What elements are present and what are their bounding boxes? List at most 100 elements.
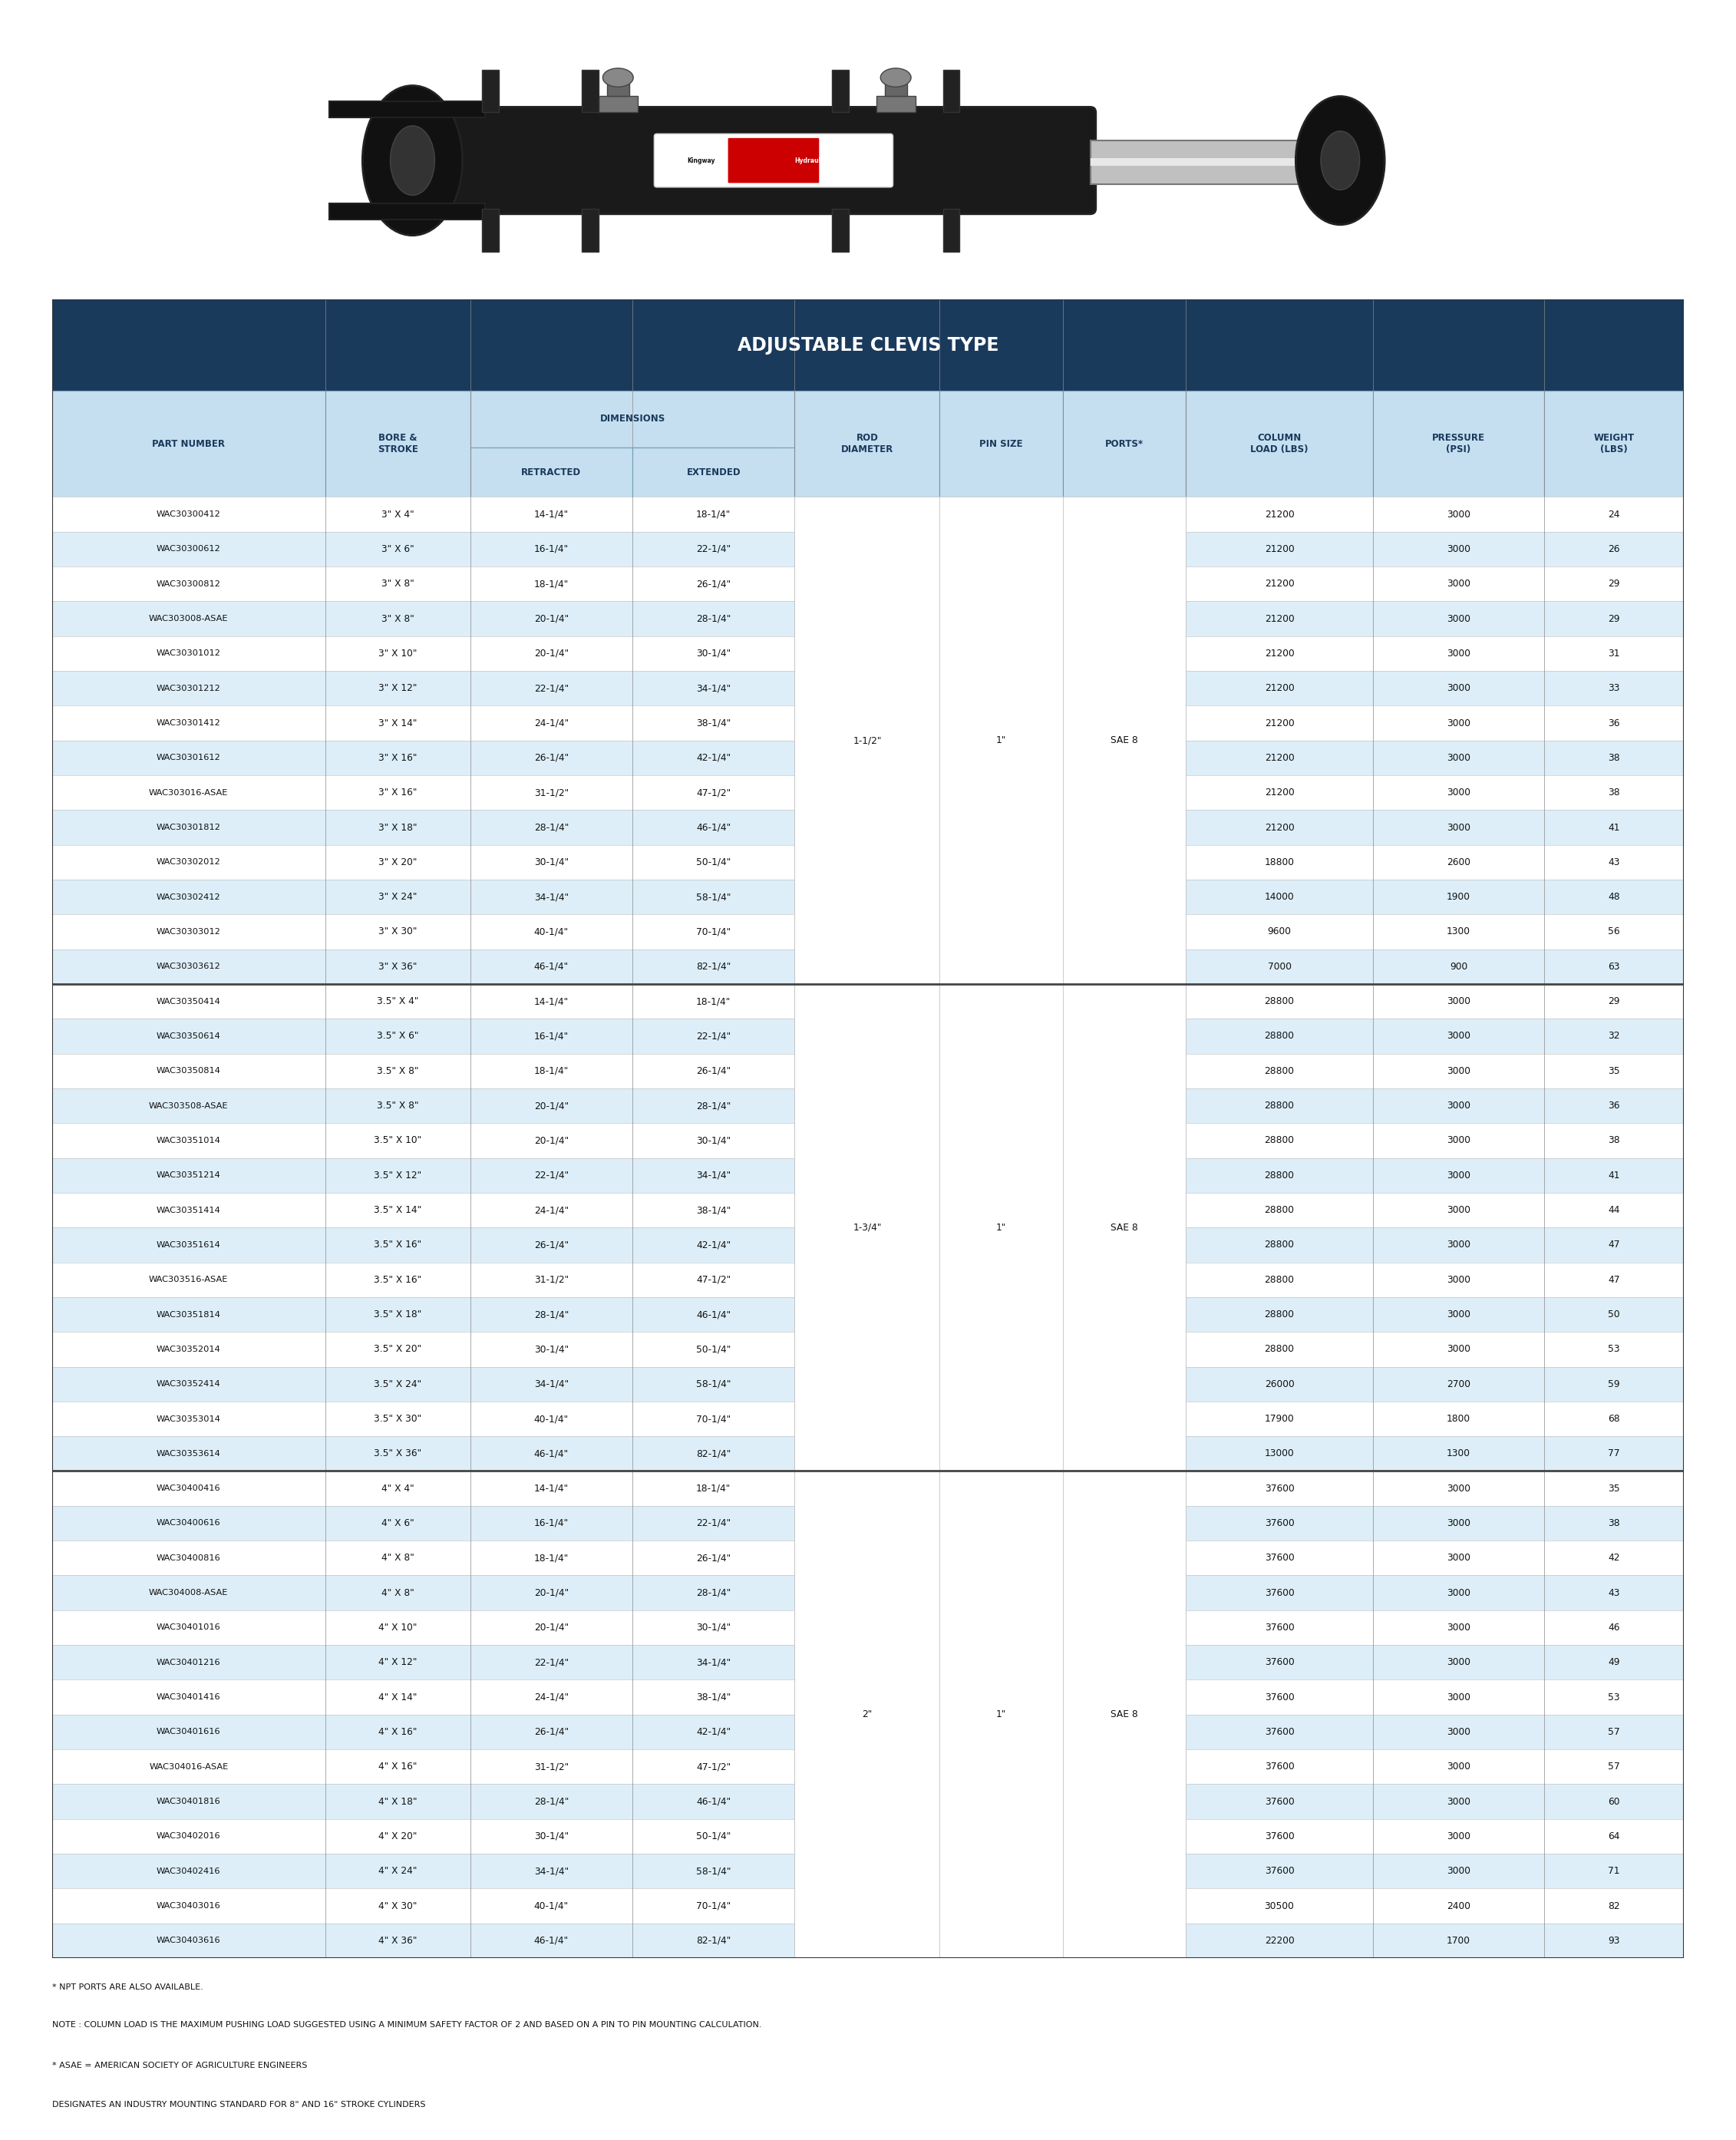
Text: 21200: 21200 — [1264, 753, 1295, 762]
Text: Kingway: Kingway — [687, 156, 715, 165]
Text: WAC30350414: WAC30350414 — [156, 997, 220, 1006]
Text: 4" X 8": 4" X 8" — [382, 1588, 415, 1599]
Text: 34-1/4": 34-1/4" — [696, 1171, 731, 1181]
Text: 37600: 37600 — [1264, 1483, 1295, 1494]
Text: 3.5" X 24": 3.5" X 24" — [373, 1378, 422, 1389]
Text: 47-1/2": 47-1/2" — [696, 1275, 731, 1284]
Text: 22-1/4": 22-1/4" — [535, 683, 569, 693]
Text: 77: 77 — [1608, 1449, 1620, 1459]
Text: 21200: 21200 — [1264, 580, 1295, 588]
Text: 30-1/4": 30-1/4" — [535, 858, 569, 867]
Text: * ASAE = AMERICAN SOCIETY OF AGRICULTURE ENGINEERS: * ASAE = AMERICAN SOCIETY OF AGRICULTURE… — [52, 2061, 307, 2069]
Text: 3" X 16": 3" X 16" — [378, 753, 417, 762]
Text: DESIGNATES AN INDUSTRY MOUNTING STANDARD FOR 8" AND 16" STROKE CYLINDERS: DESIGNATES AN INDUSTRY MOUNTING STANDARD… — [52, 2101, 425, 2108]
Text: 59: 59 — [1608, 1378, 1620, 1389]
Text: 20-1/4": 20-1/4" — [535, 648, 569, 659]
Text: 47-1/2": 47-1/2" — [696, 788, 731, 798]
Text: 82: 82 — [1608, 1900, 1620, 1911]
Text: 3.5" X 8": 3.5" X 8" — [377, 1100, 418, 1111]
Text: 46-1/4": 46-1/4" — [535, 1449, 569, 1459]
Text: 3000: 3000 — [1446, 719, 1470, 728]
Text: 3.5" X 14": 3.5" X 14" — [373, 1205, 422, 1216]
Bar — [939, 392, 1062, 496]
Text: 900: 900 — [1450, 961, 1467, 972]
Ellipse shape — [1321, 131, 1359, 190]
Text: 47: 47 — [1608, 1275, 1620, 1284]
Text: 28800: 28800 — [1264, 1136, 1295, 1145]
Text: 4" X 20": 4" X 20" — [378, 1832, 417, 1840]
Bar — [52, 636, 1684, 672]
Text: 3" X 6": 3" X 6" — [382, 544, 415, 554]
Text: 37600: 37600 — [1264, 1554, 1295, 1562]
Text: 21200: 21200 — [1264, 788, 1295, 798]
Text: 34-1/4": 34-1/4" — [696, 683, 731, 693]
Text: 37600: 37600 — [1264, 1693, 1295, 1701]
Bar — [885, 77, 906, 96]
Bar — [1090, 141, 1302, 184]
Text: PIN SIZE: PIN SIZE — [979, 439, 1023, 449]
Text: 68: 68 — [1608, 1415, 1620, 1423]
Text: 1": 1" — [996, 1710, 1007, 1721]
Text: 70-1/4": 70-1/4" — [696, 1415, 731, 1423]
Text: Hydraulics: Hydraulics — [795, 156, 830, 165]
Text: 57: 57 — [1608, 1761, 1620, 1772]
Text: 35: 35 — [1608, 1066, 1620, 1076]
Bar — [939, 984, 1062, 1470]
Text: 3000: 3000 — [1446, 1832, 1470, 1840]
Bar — [52, 1714, 1684, 1748]
Text: 49: 49 — [1608, 1656, 1620, 1667]
Text: 30-1/4": 30-1/4" — [696, 1622, 731, 1633]
Text: 30-1/4": 30-1/4" — [535, 1832, 569, 1840]
Text: WAC30302412: WAC30302412 — [156, 892, 220, 901]
Text: 22-1/4": 22-1/4" — [696, 544, 731, 554]
Bar — [1090, 158, 1302, 167]
Text: 3.5" X 4": 3.5" X 4" — [377, 997, 418, 1006]
Text: 3000: 3000 — [1446, 1310, 1470, 1320]
Text: 3.5" X 12": 3.5" X 12" — [373, 1171, 422, 1181]
Text: 3000: 3000 — [1446, 1761, 1470, 1772]
Text: 4" X 24": 4" X 24" — [378, 1866, 417, 1877]
Text: 60: 60 — [1608, 1798, 1620, 1806]
Bar — [52, 496, 1684, 531]
Text: 3.5" X 20": 3.5" X 20" — [373, 1344, 422, 1355]
Text: 22-1/4": 22-1/4" — [696, 1031, 731, 1042]
Bar — [52, 1853, 1684, 1887]
Text: 2": 2" — [863, 1710, 871, 1721]
Bar — [52, 1192, 1684, 1228]
Text: 3000: 3000 — [1446, 1517, 1470, 1528]
Text: 28800: 28800 — [1264, 1031, 1295, 1042]
Text: 24-1/4": 24-1/4" — [535, 1205, 569, 1216]
Text: 3000: 3000 — [1446, 1031, 1470, 1042]
Text: 3" X 24": 3" X 24" — [378, 892, 417, 903]
Text: ADJUSTABLE CLEVIS TYPE: ADJUSTABLE CLEVIS TYPE — [738, 336, 998, 355]
Text: 71: 71 — [1608, 1866, 1620, 1877]
Text: 26: 26 — [1608, 544, 1620, 554]
Text: 41: 41 — [1608, 1171, 1620, 1181]
Text: 20-1/4": 20-1/4" — [535, 1622, 569, 1633]
Bar — [52, 845, 1684, 880]
Text: 57: 57 — [1608, 1727, 1620, 1738]
Text: 37600: 37600 — [1264, 1622, 1295, 1633]
Text: 1800: 1800 — [1446, 1415, 1470, 1423]
Text: 3.5" X 10": 3.5" X 10" — [373, 1136, 422, 1145]
Text: 3.5" X 18": 3.5" X 18" — [373, 1310, 422, 1320]
Text: WAC30301412: WAC30301412 — [156, 719, 220, 728]
Text: 36: 36 — [1608, 1100, 1620, 1111]
Text: 28800: 28800 — [1264, 1344, 1295, 1355]
Bar — [52, 811, 1684, 845]
Bar — [52, 1331, 1684, 1367]
Text: 37600: 37600 — [1264, 1761, 1295, 1772]
Text: 36: 36 — [1608, 719, 1620, 728]
Bar — [52, 1575, 1684, 1609]
Text: ROD
DIAMETER: ROD DIAMETER — [840, 432, 894, 454]
Text: WAC303508-ASAE: WAC303508-ASAE — [149, 1102, 229, 1111]
Text: WAC30350614: WAC30350614 — [156, 1031, 220, 1040]
Text: 22-1/4": 22-1/4" — [696, 1517, 731, 1528]
Text: 14-1/4": 14-1/4" — [535, 509, 569, 520]
Text: 38: 38 — [1608, 1517, 1620, 1528]
Text: 18800: 18800 — [1264, 858, 1295, 867]
Bar — [52, 1470, 1684, 1507]
Text: 50: 50 — [1608, 1310, 1620, 1320]
Bar — [52, 706, 1684, 740]
Text: 2600: 2600 — [1446, 858, 1470, 867]
